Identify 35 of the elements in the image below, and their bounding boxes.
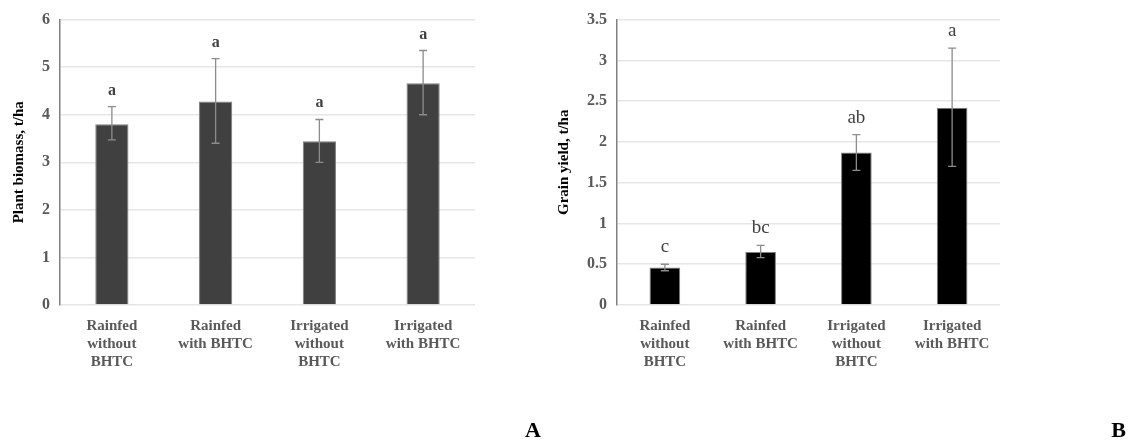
x-tick-label: Rainfed with BHTC [723, 316, 798, 351]
annotation: c [660, 235, 670, 257]
y-tick-label: 2.5 [587, 91, 607, 109]
text: A [525, 417, 542, 442]
x-tick-label: Irrigated without BHTC [827, 316, 887, 369]
annotation: bc [751, 216, 770, 238]
y-tick-label: 0.5 [587, 254, 607, 272]
x-tick-label: Irrigated with BHTC [385, 316, 461, 351]
x-tick-label: Rainfed without BHTC [639, 316, 691, 369]
y-tick-label: 2 [42, 200, 50, 218]
y-tick-label: 2 [599, 132, 607, 150]
annotation: a [315, 93, 324, 111]
x-tick-label: Irrigated without BHTC [290, 316, 350, 369]
y-tick-label: 3 [599, 50, 607, 68]
y-tick-label: 6 [42, 9, 50, 27]
annotation: a [947, 19, 957, 41]
x-tick-label: Rainfed without BHTC [86, 316, 138, 369]
y-tick-label: 1 [42, 247, 50, 265]
y-tick-label: 5 [42, 57, 50, 75]
y-tick-label: 3.5 [587, 9, 607, 27]
annotation: a [419, 24, 428, 42]
y-tick-label: 3 [42, 152, 50, 170]
x-tick-label: Irrigated with BHTC [914, 316, 990, 351]
annotation: a [211, 32, 220, 50]
y-axis-title: Grain yield, t/ha [554, 109, 571, 216]
text: B [1111, 417, 1127, 442]
y-tick-label: 1 [599, 213, 607, 231]
annotation: ab [847, 105, 866, 127]
annotation: a [107, 80, 116, 98]
y-tick-label: 0 [42, 295, 50, 313]
x-tick-label: Rainfed with BHTC [178, 316, 253, 351]
y-axis-title: Plant biomass, t/ha [9, 100, 26, 224]
y-tick-label: 0 [599, 295, 607, 313]
y-tick-label: 1.5 [587, 172, 607, 190]
y-tick-label: 4 [42, 104, 50, 122]
